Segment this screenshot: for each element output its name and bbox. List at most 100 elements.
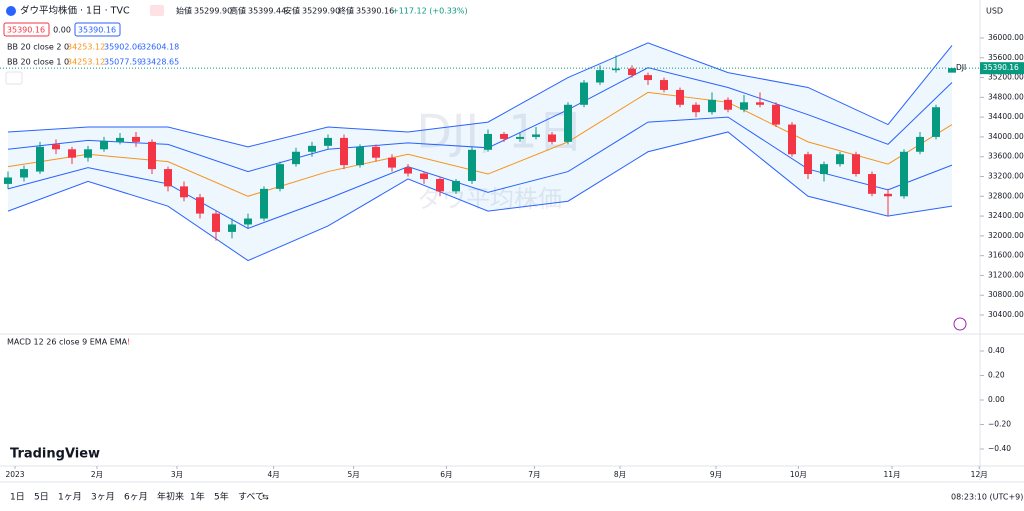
candle-body — [916, 136, 924, 152]
candle-body — [628, 68, 636, 76]
indicator-value: 34253.12 — [67, 58, 105, 67]
candle-body — [516, 136, 524, 139]
candle-body — [20, 169, 28, 178]
macd-warning[interactable]: ! — [127, 338, 130, 347]
x-tick-label: 9月 — [710, 470, 722, 479]
x-tick-label: 3月 — [171, 470, 183, 479]
candle-body — [484, 133, 492, 150]
candle-body — [468, 149, 476, 181]
open: 35299.90 — [194, 7, 232, 16]
x-tick-label: 10月 — [790, 470, 807, 479]
y-tick-label: 33200.00 — [988, 172, 1024, 181]
candle-body — [132, 136, 140, 142]
candle-body — [244, 218, 252, 225]
candle-body — [212, 213, 220, 232]
range-button[interactable]: 1年 — [190, 491, 205, 503]
candle-body — [580, 82, 588, 105]
candle-body — [596, 70, 604, 83]
candle-body — [372, 146, 380, 158]
macd-tick-label: 0.00 — [988, 395, 1005, 404]
candle-body — [676, 89, 684, 105]
candle-body — [868, 174, 876, 194]
macd-tick-label: −0.40 — [988, 444, 1011, 453]
candle-body — [532, 134, 540, 137]
currency[interactable]: USD — [986, 7, 1003, 16]
indicator-value: 33428.65 — [141, 58, 179, 67]
high-label: 高値 — [230, 6, 246, 16]
title[interactable]: ダウ平均株価 · 1日 · TVC — [20, 5, 130, 17]
collapse-button[interactable] — [5, 71, 23, 85]
flag-icon[interactable] — [150, 5, 164, 16]
low-label: 安値 — [284, 6, 300, 16]
y-tick-label: 35600.00 — [988, 53, 1024, 62]
candle-body — [436, 178, 444, 192]
candle-body — [756, 102, 764, 105]
indicator-value: 35902.06 — [104, 43, 142, 52]
candle-body — [324, 137, 332, 146]
range-button[interactable]: 5日 — [34, 492, 49, 503]
high: 35399.44 — [248, 7, 286, 16]
macd-name[interactable]: MACD 12 26 close 9 EMA EMA — [7, 338, 128, 347]
range-button[interactable]: 6ヶ月 — [124, 492, 148, 503]
candle-body — [612, 68, 620, 71]
last-price: 35390.16 — [983, 63, 1019, 72]
candle-body — [852, 154, 860, 175]
y-tick-label: 31600.00 — [988, 251, 1024, 260]
indicator-name[interactable]: BB 20 close 1 0 — [7, 58, 69, 67]
macd-tick-label: −0.20 — [988, 420, 1011, 429]
candle-body — [180, 186, 188, 198]
compare-icon[interactable]: ⇆ — [262, 493, 269, 502]
y-tick-label: 34800.00 — [988, 92, 1024, 101]
y-tick-label: 36000.00 — [988, 33, 1024, 42]
candle-body — [932, 107, 940, 137]
alert-icon[interactable] — [953, 317, 967, 331]
x-tick-label: 12月 — [971, 470, 988, 479]
candle-body — [724, 99, 732, 110]
range-button[interactable]: すべて — [238, 492, 264, 503]
x-tick-label: 2月 — [91, 470, 103, 479]
x-tick-label: 8月 — [614, 470, 626, 479]
y-tick-label: 35200.00 — [988, 73, 1024, 82]
indicator-value: 34253.12 — [67, 43, 105, 52]
candle-body — [836, 154, 844, 165]
range-button[interactable]: 1日 — [10, 492, 25, 503]
buy[interactable]: 35390.16 — [78, 26, 116, 35]
candle-body — [452, 180, 460, 192]
y-tick-label: 34400.00 — [988, 112, 1024, 121]
candle-body — [900, 151, 908, 197]
close: 35390.16 — [356, 7, 394, 16]
candle-body — [804, 154, 812, 175]
candle-body — [388, 157, 396, 168]
candle-body — [356, 146, 364, 166]
range-button[interactable]: 年初来 — [157, 491, 184, 503]
candle-body — [420, 173, 428, 179]
candle-body — [84, 149, 92, 158]
logo[interactable]: TradingView — [10, 447, 100, 462]
band-line — [7, 131, 953, 262]
candle-body — [340, 137, 348, 166]
y-tick-label: 33600.00 — [988, 152, 1024, 161]
candle-body — [772, 104, 780, 125]
sell[interactable]: 35390.16 — [7, 26, 45, 35]
candle-body — [68, 149, 76, 158]
candle-body — [564, 104, 572, 142]
candle-body — [948, 68, 956, 73]
indicator-name[interactable]: BB 20 close 2 0 — [7, 43, 69, 52]
buy-box[interactable] — [74, 22, 121, 37]
x-tick-label: 5月 — [347, 470, 359, 479]
range-button[interactable]: 5年 — [214, 491, 229, 503]
sell-box[interactable] — [3, 22, 50, 37]
candle-body — [276, 164, 284, 189]
x-tick-label: 11月 — [883, 470, 900, 479]
candle-body — [100, 140, 108, 150]
candle-body — [500, 133, 508, 139]
band-line — [7, 42, 953, 148]
y-tick-label: 30800.00 — [988, 290, 1024, 299]
y-tick-label: 32400.00 — [988, 211, 1024, 220]
candle-body — [692, 104, 700, 113]
range-button[interactable]: 1ヶ月 — [58, 492, 82, 503]
macd-tick-label: 0.20 — [988, 371, 1005, 380]
range-button[interactable]: 3ヶ月 — [91, 492, 115, 503]
